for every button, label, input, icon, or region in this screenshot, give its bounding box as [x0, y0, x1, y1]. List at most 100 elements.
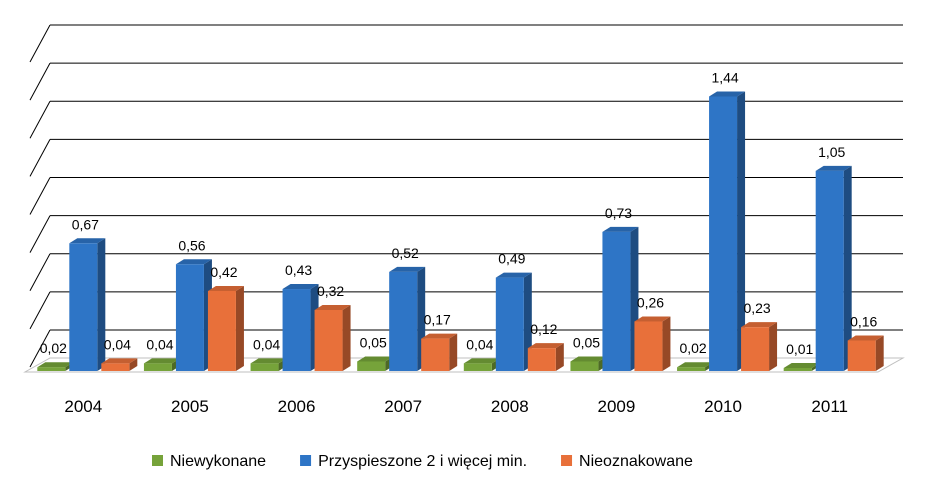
bar-top	[421, 333, 458, 339]
bar-front	[314, 310, 343, 371]
bar	[143, 358, 180, 371]
bar	[709, 91, 746, 371]
gridline-side	[29, 62, 51, 101]
bar-front	[421, 338, 450, 371]
gridline-side	[29, 291, 51, 330]
bar-front	[37, 367, 66, 371]
data-label: 0,05	[573, 334, 600, 350]
bar	[741, 322, 778, 371]
data-label: 0,26	[637, 294, 664, 310]
x-tick-label: 2005	[171, 397, 209, 416]
bar-front	[602, 231, 631, 371]
data-label: 0,32	[317, 283, 344, 299]
bar	[495, 272, 532, 371]
bar	[175, 259, 212, 371]
bar-top	[634, 316, 671, 322]
bar-side	[843, 165, 852, 371]
gridline-side	[29, 177, 51, 215]
data-label: 1,05	[818, 144, 845, 160]
bar-side	[555, 343, 564, 371]
bar-top	[357, 356, 394, 362]
data-label: 0,16	[850, 314, 877, 330]
legend-item: Przyspieszone 2 i więcej min.	[300, 453, 527, 470]
gridline-side	[29, 139, 51, 177]
bar	[314, 305, 351, 371]
bar-front	[741, 327, 770, 371]
gridline-side	[29, 215, 51, 253]
bar-front	[143, 363, 172, 371]
gridline-side	[29, 253, 51, 291]
bar-side	[737, 91, 746, 371]
bar-top	[463, 358, 500, 364]
bar-top	[282, 284, 319, 290]
bar-top	[314, 305, 351, 310]
gridlines	[23, 24, 905, 373]
data-label: 0,02	[679, 340, 706, 356]
bar-top	[495, 272, 532, 278]
bar-top	[207, 285, 244, 291]
bar	[250, 358, 287, 371]
x-tick-label: 2009	[598, 397, 636, 416]
bar-front	[101, 363, 130, 371]
bar	[69, 238, 106, 371]
bar-side	[769, 322, 778, 371]
bar-top	[602, 226, 639, 232]
bar-top	[175, 259, 212, 265]
bar	[282, 284, 319, 371]
bar-side	[235, 285, 244, 371]
x-tick-label: 2007	[384, 397, 422, 416]
bar-side	[875, 335, 884, 371]
gridline-side	[29, 101, 51, 139]
data-label: 0,04	[253, 336, 280, 352]
data-label: 0,04	[466, 336, 493, 352]
legend-label: Nieoznakowane	[579, 453, 693, 470]
bar-front	[709, 96, 738, 371]
bar-front	[783, 368, 812, 371]
bar-top	[389, 266, 426, 272]
bar-top	[783, 363, 820, 368]
data-label: 0,67	[72, 216, 99, 232]
bar-top	[709, 91, 746, 97]
data-label: 1,44	[711, 70, 738, 86]
bar-front	[463, 363, 492, 371]
bar-front	[207, 290, 236, 371]
bar-top	[250, 358, 287, 364]
data-label: 0,23	[743, 300, 770, 316]
x-tick-label: 2011	[811, 397, 848, 416]
bar-front	[677, 367, 706, 371]
bar	[207, 285, 244, 371]
bars: 0,02 0,67 0,04 0,04 0,56 0,42 0,04 0,43 0,32 0,05…	[37, 70, 884, 371]
x-axis-labels: 2004 2005 2006 2007 2008 2009 2010 2011	[64, 397, 848, 416]
legend-swatch	[300, 455, 312, 466]
x-tick-label: 2006	[278, 397, 316, 416]
bar-top	[143, 358, 180, 364]
bar	[357, 356, 394, 371]
gridline-side	[29, 24, 51, 63]
bar-top	[815, 165, 852, 171]
bar-front	[570, 361, 599, 371]
bar-front	[527, 348, 556, 371]
data-label: 0,05	[360, 334, 387, 350]
bar	[527, 343, 564, 371]
data-label: 0,02	[40, 340, 67, 356]
bar	[602, 226, 639, 371]
gridline-side	[29, 329, 51, 368]
bar	[101, 358, 138, 371]
bar-top	[677, 362, 714, 368]
bar-top	[37, 362, 74, 368]
bar-side	[342, 305, 351, 371]
bar-side	[449, 333, 458, 371]
bar-side	[97, 238, 106, 371]
data-label: 0,73	[605, 205, 632, 221]
x-tick-label: 2010	[704, 397, 742, 416]
bar-front	[357, 361, 386, 371]
data-label: 0,43	[285, 262, 312, 278]
bar-front	[634, 321, 663, 371]
legend-label: Przyspieszone 2 i więcej min.	[318, 453, 527, 470]
bar-front	[282, 289, 311, 371]
bar	[570, 356, 607, 371]
bar-front	[389, 271, 418, 371]
data-label: 0,56	[178, 237, 205, 253]
bar-front	[847, 340, 876, 371]
bar-front	[495, 277, 524, 371]
